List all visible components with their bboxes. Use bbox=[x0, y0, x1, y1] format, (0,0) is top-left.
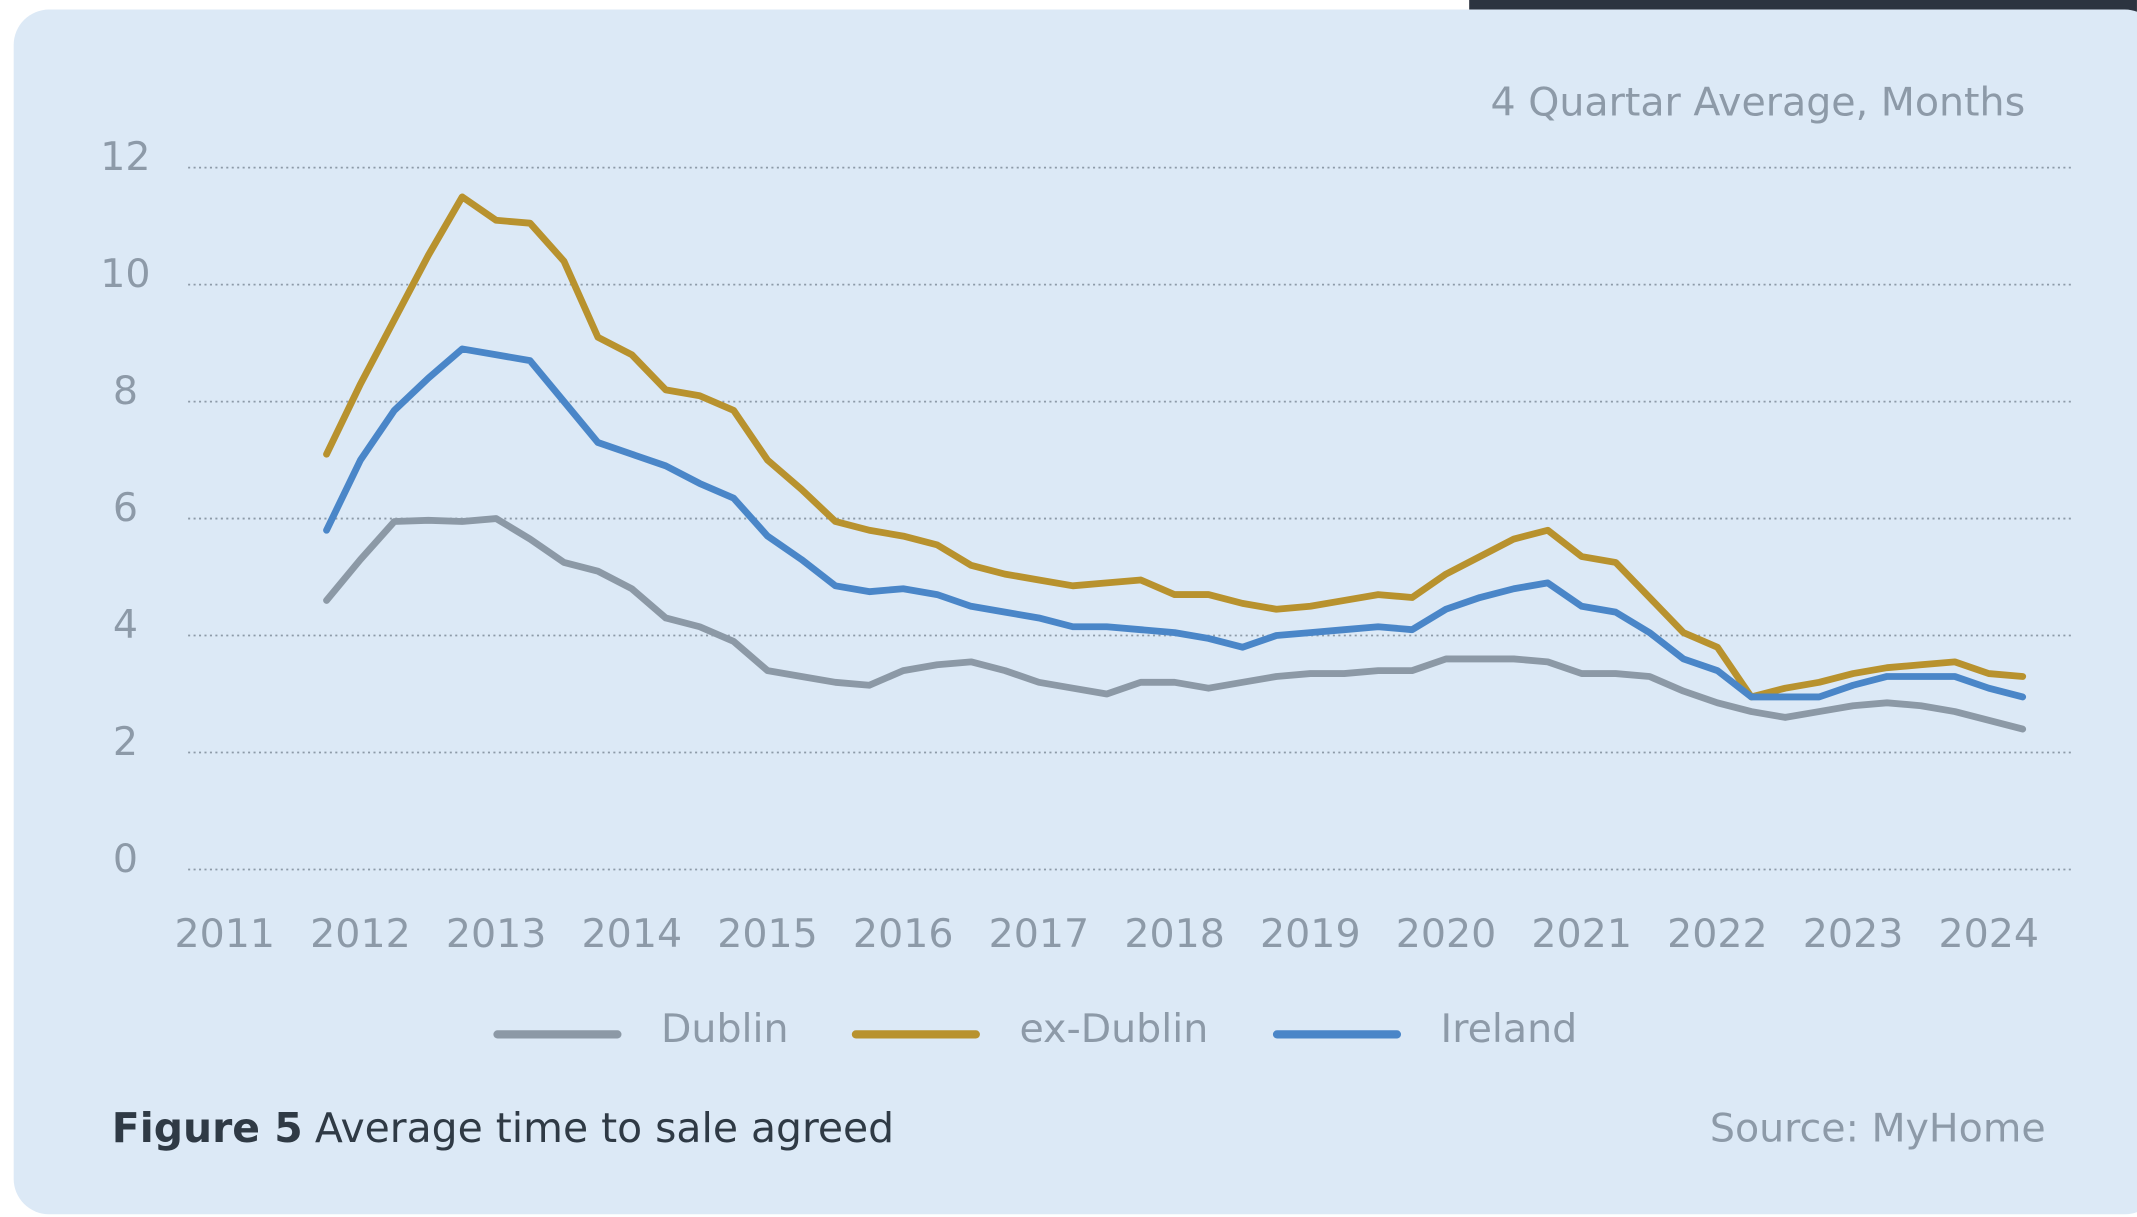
caption-text: Average time to sale agreed bbox=[315, 1104, 894, 1152]
x-tick-label: 2023 bbox=[1803, 911, 1904, 957]
x-tick-label: 2017 bbox=[989, 911, 1090, 957]
x-tick-label: 2011 bbox=[174, 911, 275, 957]
subtitle: 4 Quartar Average, Months bbox=[1491, 79, 2026, 125]
x-tick-label: 2015 bbox=[717, 911, 818, 957]
x-tick-label: 2014 bbox=[582, 911, 683, 957]
x-tick-label: 2020 bbox=[1396, 911, 1497, 957]
x-tick-label: 2024 bbox=[1938, 911, 2039, 957]
y-tick-label: 0 bbox=[113, 836, 138, 882]
figure-label: Figure 5 bbox=[112, 1104, 303, 1152]
y-tick-label: 10 bbox=[100, 251, 150, 297]
y-tick-label: 2 bbox=[113, 719, 138, 765]
legend-label: Ireland bbox=[1441, 1006, 1578, 1052]
x-tick-label: 2012 bbox=[310, 911, 411, 957]
x-tick-label: 2013 bbox=[446, 911, 547, 957]
x-tick-label: 2022 bbox=[1667, 911, 1768, 957]
x-tick-label: 2018 bbox=[1124, 911, 1225, 957]
x-tick-label: 2021 bbox=[1531, 911, 1632, 957]
y-tick-label: 4 bbox=[113, 602, 138, 648]
chart: 4 Quartar Average, Months Figure 5Averag… bbox=[0, 0, 2137, 1217]
y-tick-label: 12 bbox=[100, 134, 150, 180]
legend-label: ex-Dublin bbox=[1019, 1006, 1208, 1052]
y-tick-label: 6 bbox=[113, 485, 138, 531]
x-tick-label: 2019 bbox=[1260, 911, 1361, 957]
source: Source: MyHome bbox=[1710, 1106, 2046, 1152]
y-tick-label: 8 bbox=[113, 368, 138, 414]
legend-label: Dublin bbox=[661, 1006, 789, 1052]
page: {"chart_data": {"type": "line", "subtitl… bbox=[0, 0, 2137, 1217]
x-tick-label: 2016 bbox=[853, 911, 954, 957]
